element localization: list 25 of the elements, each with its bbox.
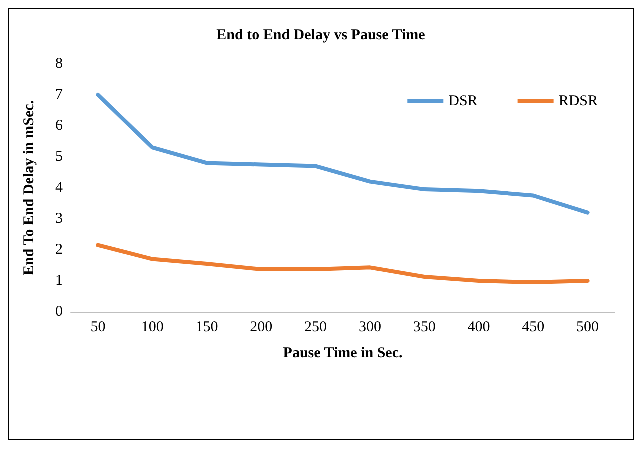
y-tick-label: 0	[56, 304, 63, 320]
y-tick-label: 8	[56, 56, 63, 72]
y-tick-label: 5	[56, 149, 63, 165]
y-tick-label: 4	[56, 180, 64, 196]
legend-label: RDSR	[558, 94, 598, 110]
x-tick-label: 350	[413, 320, 436, 336]
y-tick-label: 7	[56, 87, 64, 103]
x-tick-label: 450	[522, 320, 545, 336]
y-tick-label: 1	[56, 273, 63, 289]
x-tick-label: 200	[250, 320, 273, 336]
x-tick-label: 150	[196, 320, 218, 336]
y-tick-label: 2	[56, 242, 63, 258]
x-tick-label: 300	[358, 320, 382, 336]
legend-label: DSR	[448, 94, 478, 110]
x-tick-label: 400	[468, 320, 490, 336]
y-axis-title: End To End Delay in mSec.	[22, 100, 38, 276]
y-tick-label: 6	[56, 118, 64, 134]
y-tick-label: 3	[56, 211, 63, 227]
chart-title: End to End Delay vs Pause Time	[216, 28, 426, 44]
x-tick-label: 250	[304, 320, 328, 336]
x-tick-label: 500	[576, 320, 600, 336]
x-tick-label: 50	[90, 320, 106, 336]
line-series	[96, 243, 590, 285]
x-axis-title: Pause Time in Sec.	[283, 346, 403, 362]
x-tick-label: 100	[141, 320, 164, 336]
